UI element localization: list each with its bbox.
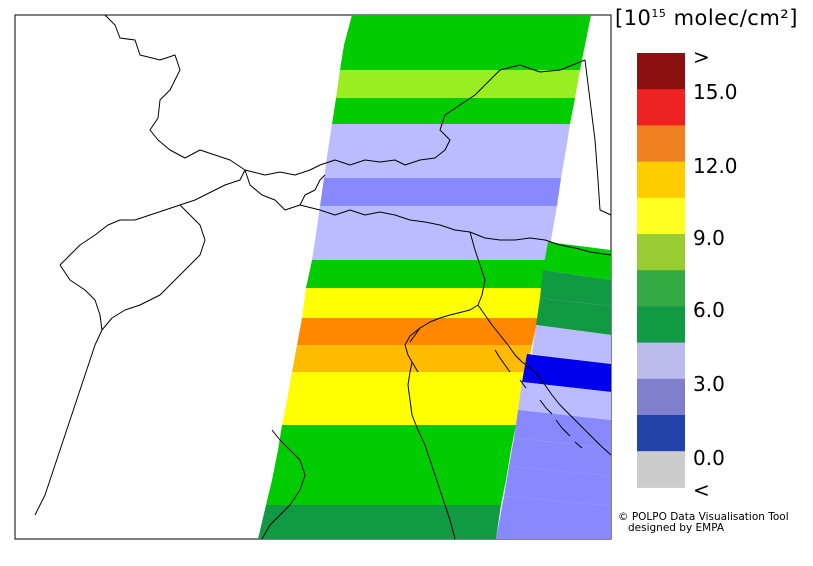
swath-band bbox=[509, 438, 611, 476]
colorbar-swatch bbox=[637, 125, 685, 163]
swath-band bbox=[543, 242, 611, 280]
colorbar-under-label: < bbox=[693, 478, 710, 502]
colorbar-tick-label: 6.0 bbox=[693, 298, 725, 322]
colorbar-swatch bbox=[637, 270, 685, 307]
colorbar-swatch bbox=[637, 53, 685, 90]
colorbar-swatch bbox=[637, 306, 685, 344]
colorbar-swatch bbox=[637, 89, 685, 126]
swath-band bbox=[332, 98, 575, 124]
swath-band bbox=[320, 178, 561, 206]
colorbar-swatch bbox=[637, 342, 685, 380]
colorbar-tick-label: 0.0 bbox=[693, 446, 725, 470]
swath-band bbox=[282, 400, 521, 425]
swath-band bbox=[272, 450, 511, 480]
swath-band bbox=[340, 45, 585, 70]
colorbar-over-label: > bbox=[693, 45, 710, 69]
swath-band bbox=[532, 325, 611, 364]
swath-band bbox=[266, 480, 506, 505]
credit-line-1: © POLPO Data Visualisation Tool bbox=[618, 511, 789, 523]
swath-band bbox=[302, 288, 543, 318]
colorbar-tick-label: 15.0 bbox=[693, 80, 738, 104]
swath-band bbox=[292, 345, 532, 372]
swath-band bbox=[536, 298, 611, 335]
swath-band bbox=[522, 354, 611, 392]
colorbar-tick-label: 9.0 bbox=[693, 226, 725, 250]
swath-band bbox=[278, 425, 516, 450]
swath-band bbox=[336, 70, 580, 98]
colorbar-tick-label: 3.0 bbox=[693, 372, 725, 396]
coastlines bbox=[261, 304, 612, 540]
swath-band bbox=[324, 150, 566, 178]
credit-text: © POLPO Data Visualisation Tool designed… bbox=[618, 512, 789, 534]
unit-exponent: 15 bbox=[651, 7, 667, 20]
swath-band bbox=[312, 234, 552, 260]
colorbar-swatch bbox=[637, 234, 685, 271]
colorbar-swatch bbox=[637, 197, 685, 235]
swath-band bbox=[540, 270, 611, 306]
credit-line-2: designed by EMPA bbox=[628, 522, 725, 534]
swath-band bbox=[287, 372, 527, 400]
unit-prefix: [10 bbox=[615, 6, 652, 30]
country-borders bbox=[34, 14, 612, 516]
colorbar-unit-label: [1015 molec/cm²] bbox=[615, 6, 798, 30]
colorbar-swatch bbox=[637, 451, 685, 488]
colorbar-swatch bbox=[637, 415, 685, 452]
swath-band bbox=[328, 124, 570, 150]
swath-band bbox=[258, 505, 501, 539]
swath-band bbox=[496, 496, 611, 539]
colorbar-tick-label: 12.0 bbox=[693, 154, 738, 178]
swath-band bbox=[306, 260, 548, 288]
unit-suffix: molec/cm²] bbox=[666, 6, 798, 30]
swath-band bbox=[504, 466, 611, 506]
colorbar-swatch bbox=[637, 161, 685, 199]
swath-band bbox=[518, 382, 611, 420]
colorbar-swatch bbox=[637, 378, 685, 416]
swath-band bbox=[344, 15, 591, 45]
colorbar bbox=[637, 53, 685, 488]
